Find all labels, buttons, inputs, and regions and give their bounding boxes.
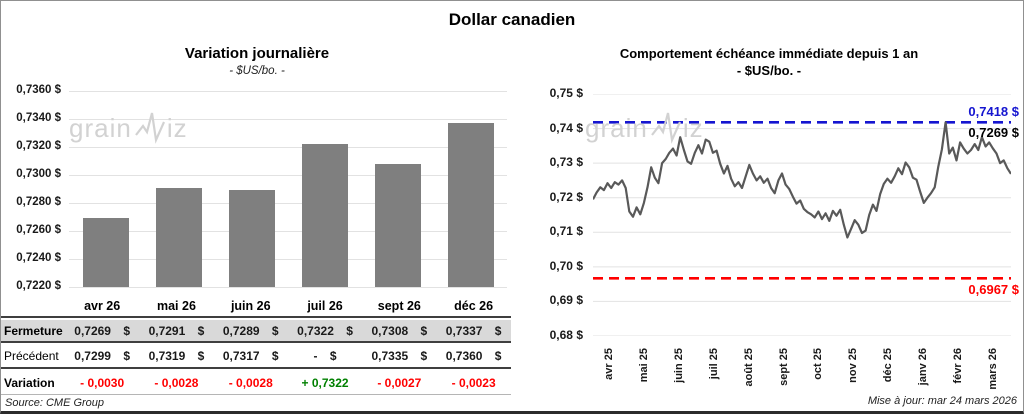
gridline [69,147,507,148]
x-axis-label: sept 25 [777,348,790,386]
table-cell: 0,7299 $ [74,349,130,363]
y-axis-label: 0,75 $ [549,86,583,100]
table-cell: 0,7335 $ [371,349,428,363]
left-chart-subtitle: - $US/bo. - [229,65,285,77]
table-cell: + 0,7322 [301,375,349,390]
y-axis-label: 0,7300 $ [16,168,61,180]
gridline [69,203,507,204]
column-header: sept 26 [377,298,421,313]
table-cell: - 0,0027 [377,375,422,390]
bar [301,144,348,287]
gridline [69,287,507,288]
row-label: Précédent [4,349,59,363]
table-row: Fermeture 0,7269 $ 0,7291 $ 0,7289 $ 0,7322 … [1,320,511,343]
x-axis-label: juil 25 [707,348,720,380]
bar [155,187,202,287]
table-cell: 0,7308 $ [371,323,428,338]
page-title: Dollar canadien [448,10,576,29]
y-axis-label: 0,74 $ [549,120,583,135]
column-header: juin 26 [230,298,271,313]
x-axis-label: avr 25 [603,348,616,380]
table-row: Précédent 0,7299 $ 0,7319 $ 0,7317 $ - $ 0,73… [1,345,511,369]
column-header: avr 26 [84,298,121,313]
gridline [69,259,507,260]
x-axis-label: août 25 [742,348,755,387]
row-label: Fermeture [4,323,63,338]
table-cell: 0,7317 $ [222,349,279,363]
right-chart-subtitle: - $US/bo. - [736,63,802,78]
bar [374,163,421,287]
column-header: mai 26 [156,298,196,313]
table-row: Variation - 0,0030 - 0,0028 - 0,0028 + 0,732… [1,371,511,395]
update-note: Mise à jour: mar 24 mars 2026 [867,395,1017,407]
daily-variation-panel: Variation journalière - $US/bo. - 0,7360… [1,1,513,411]
x-axis-label: mars 26 [986,348,999,390]
gridline [69,175,507,176]
y-axis-label: 0,7260 $ [16,224,61,236]
one-year-trend-panel: Comportement échéance immédiate depuis 1… [513,1,1023,411]
source-note: Source: CME Group [5,397,105,409]
table-cell: - 0,0023 [451,375,496,390]
y-axis-label: 0,69 $ [549,293,583,308]
bar [82,218,129,287]
x-axis-label: févr 26 [951,348,964,384]
table-cell: - 0,0030 [80,375,125,390]
y-axis-label: 0,68 $ [549,328,583,342]
y-axis-label: 0,7220 $ [16,280,61,292]
price-line [593,121,1011,239]
bar-chart: 0,7360 $ 0,7340 $ 0,7320 $ 0,7300 $ 0,7280 $… [7,84,509,292]
row-label: Variation [4,375,55,390]
y-axis-label: 0,7320 $ [16,140,61,152]
left-chart-title: Variation journalière [184,45,330,62]
x-axis-label: nov 25 [847,348,860,383]
table-cell: 0,7291 $ [148,323,205,338]
table-cell: 0,7319 $ [148,349,205,363]
table-cell: 0,7289 $ [222,323,279,338]
y-axis-label: 0,7340 $ [16,112,61,124]
table-cell: - 0,0028 [228,375,273,390]
gridline [69,119,507,120]
table-cell: 0,7269 $ [74,323,130,338]
last-value-label: 0,7269 $ [968,125,1019,140]
x-axis-label: juin 25 [673,348,686,383]
y-axis-label: 0,73 $ [549,155,583,170]
table-header-row: avr 26 mai 26 juin 26 juil 26 sept 26 déc 26 [1,295,511,318]
x-axis-label: mai 25 [638,348,651,383]
line-chart [593,94,1011,336]
x-axis-label: déc 25 [882,348,895,383]
column-header: juil 26 [307,298,343,313]
x-axis-label: janv 26 [916,348,929,386]
table-cell: 0,7360 $ [445,349,502,363]
y-axis-label: 0,71 $ [549,224,583,239]
bar [447,123,494,287]
bar [228,190,275,287]
y-axis-label: 0,7360 $ [16,84,61,96]
high-value-label: 0,7418 $ [968,104,1019,119]
gridline [69,231,507,232]
y-axis-label: 0,7280 $ [16,196,61,208]
x-axis-label: oct 25 [812,348,825,380]
low-value-label: 0,6967 $ [968,282,1019,297]
y-axis-label: 0,72 $ [549,189,583,204]
table-cell: - $ [313,349,337,363]
table-cell: 0,7322 $ [297,323,353,338]
y-axis-label: 0,7240 $ [16,252,61,264]
column-header: déc 26 [454,298,494,313]
table-cell: 0,7337 $ [445,323,502,338]
y-axis-label: 0,70 $ [549,258,583,273]
table-cell: - 0,0028 [154,375,199,390]
right-chart-title: Comportement échéance immédiate depuis 1… [619,46,919,61]
gridline [69,91,507,92]
